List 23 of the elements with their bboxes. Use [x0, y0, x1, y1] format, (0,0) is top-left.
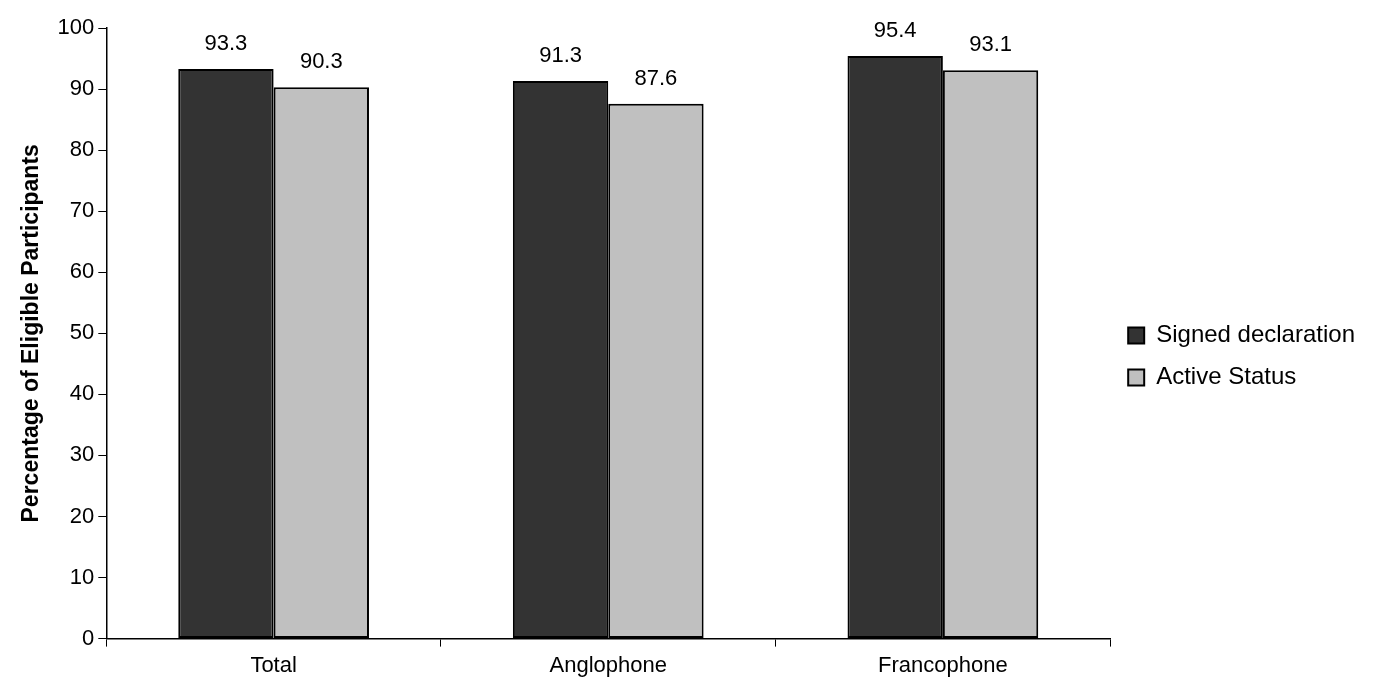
legend-label: Signed declaration: [1156, 320, 1355, 348]
y-tick-label: 20: [69, 502, 95, 528]
y-tick-label: 70: [69, 197, 95, 223]
data-label: 93.3: [204, 29, 248, 55]
y-tick-label: 90: [69, 75, 95, 101]
y-tick-label: 80: [69, 136, 95, 162]
x-tick-label: Total: [250, 651, 297, 677]
y-tick-label: 50: [69, 319, 95, 345]
legend-label: Active Status: [1156, 362, 1297, 390]
data-label: 87.6: [634, 64, 678, 90]
data-label: 90.3: [299, 48, 343, 74]
x-tick-label: Anglophone: [549, 651, 667, 677]
y-tick-label: 30: [69, 441, 95, 467]
data-label: 91.3: [539, 42, 582, 68]
x-tick-label: Francophone: [878, 651, 1008, 677]
y-tick-label: 10: [69, 563, 95, 589]
y-tick-label: 40: [69, 380, 95, 406]
data-label: 93.1: [969, 31, 1012, 57]
data-label: 95.4: [873, 17, 917, 43]
y-axis-title: Percentage of Eligible Participants: [17, 144, 44, 523]
y-tick-label: 60: [69, 258, 95, 284]
y-tick-label: 100: [57, 14, 95, 40]
y-tick-label: 0: [82, 624, 95, 650]
